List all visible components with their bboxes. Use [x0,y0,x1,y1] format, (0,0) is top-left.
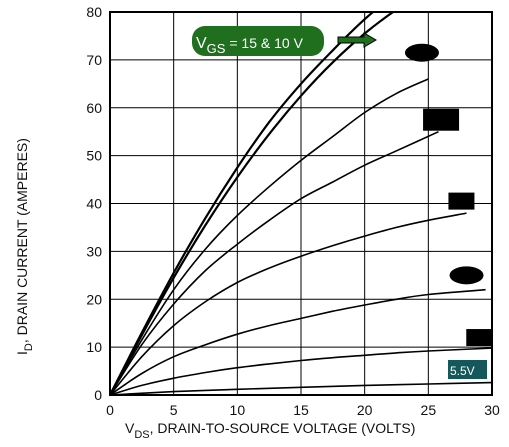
plot-frame [109,11,493,396]
x-tick-label-6: 30 [484,402,500,418]
x-tick-label-2: 10 [230,402,246,418]
x-axis-title: VDS, DRAIN-TO-SOURCE VOLTAGE (VOLTS) [125,420,415,441]
curve-5 [110,212,467,395]
y-title-rest: , DRAIN CURRENT (AMPERES) [14,138,30,343]
y-tick-label-2: 20 [86,291,102,307]
y-tick-labels: 0 10 20 30 40 50 60 70 80 [86,4,102,403]
curve-label-marker-2 [423,108,460,131]
curve-labels [404,43,493,347]
x-tick-label-3: 15 [293,402,309,418]
chart-grid [109,11,493,396]
vgs-sub: GS [207,41,226,56]
x-tick-label-4: 20 [357,402,373,418]
vgs-badge: VGS = 15 & 10 V [192,26,377,56]
curve-2 [110,12,395,395]
x-tick-label-1: 5 [170,402,178,418]
y-axis-title: ID, DRAIN CURRENT (AMPERES) [14,138,35,355]
x-tick-labels: 0 5 10 15 20 25 30 [106,402,500,418]
curve-8 [110,381,492,395]
curve-label-marker-5 [466,329,493,347]
curve-7 [110,347,492,395]
y-title-main: I [14,351,30,355]
y-tick-label-6: 60 [86,100,102,116]
x-title-sub: DS [134,429,149,441]
x-tick-label-5: 25 [421,402,437,418]
curve-label-marker-3 [448,192,475,210]
y-tick-label-1: 10 [86,339,102,355]
curve-6 [110,288,486,395]
vgs-rest: = 15 & 10 V [225,35,303,51]
last-curve-label-bg [448,360,487,379]
vgs-arrow-icon [337,32,377,48]
y-tick-label-8: 80 [86,4,102,20]
last-curve-label-text: 5.5V [450,364,475,378]
curve-label-marker-4 [449,266,484,285]
y-tick-label-4: 40 [86,196,102,212]
vgs-badge-bg [192,26,324,56]
y-tick-label-0: 0 [94,387,102,403]
curve-3 [110,78,429,395]
chart-curves [110,12,492,395]
y-tick-label-5: 50 [86,148,102,164]
last-curve-label: 5.5V [448,360,487,379]
curve-4 [110,130,439,395]
vgs-badge-text: VGS = 15 & 10 V [196,35,304,56]
curve-label-marker-1 [404,43,439,62]
x-tick-label-0: 0 [106,402,114,418]
vgs-v: V [196,35,207,52]
curve-1 [110,12,375,395]
y-title-sub: D [23,343,35,351]
x-title-main: V [125,420,135,436]
y-tick-label-7: 70 [86,52,102,68]
y-tick-label-3: 30 [86,243,102,259]
x-title-rest: , DRAIN-TO-SOURCE VOLTAGE (VOLTS) [150,420,416,436]
